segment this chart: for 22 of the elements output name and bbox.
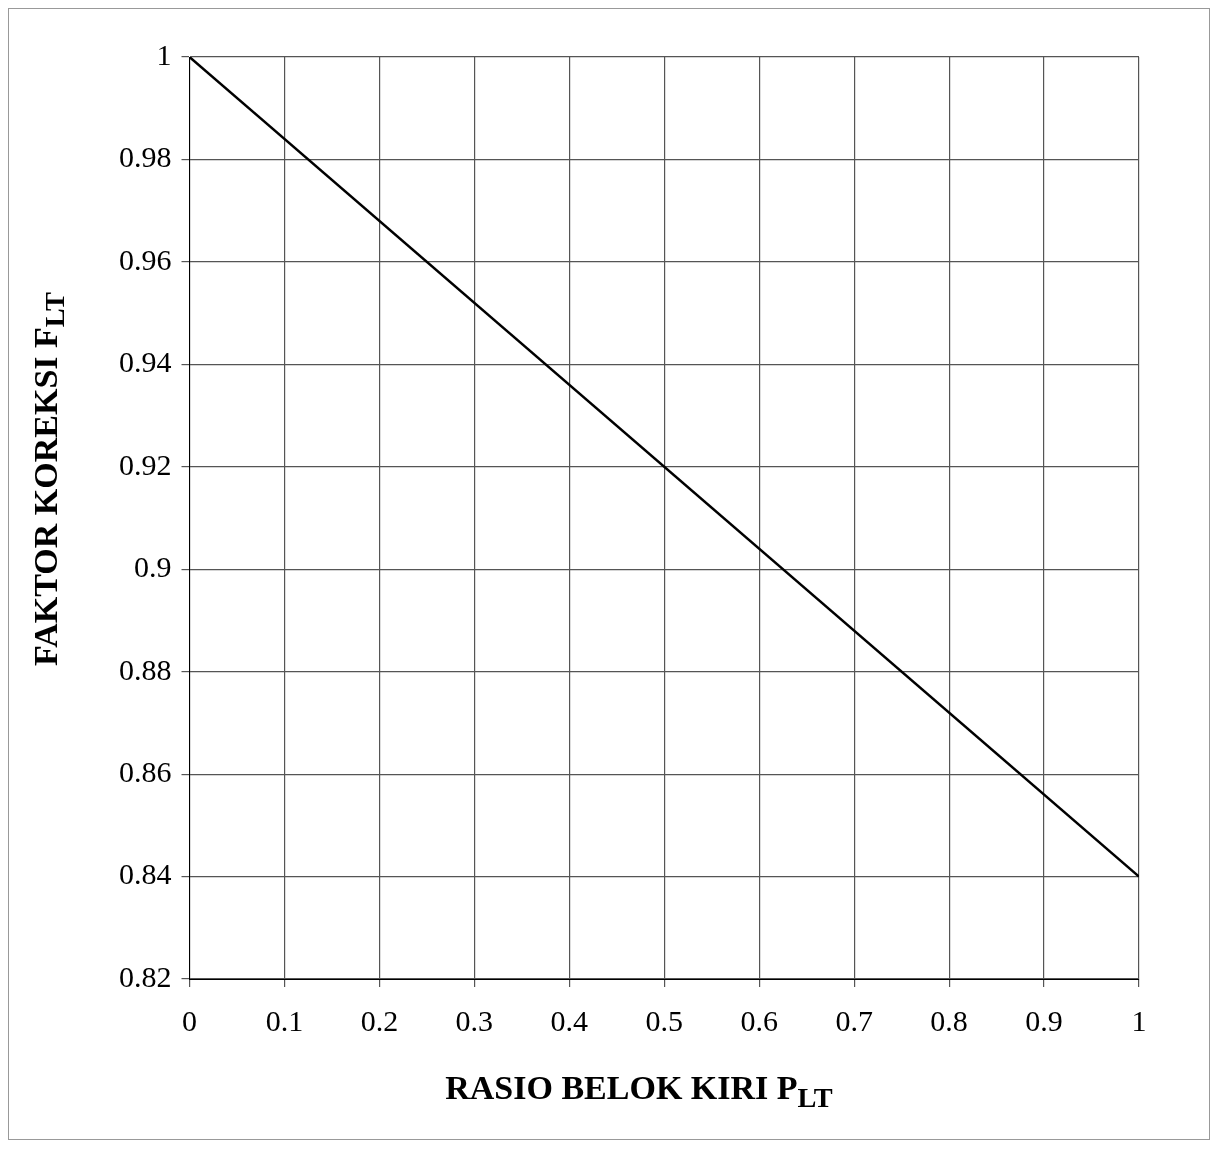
x-tick-label: 0.5 bbox=[645, 1003, 683, 1037]
y-tick-label: 0.9 bbox=[134, 550, 172, 584]
x-tick-label: 0.7 bbox=[835, 1003, 873, 1037]
x-tick-label: 0.4 bbox=[550, 1003, 589, 1037]
x-tick-label: 0.3 bbox=[455, 1003, 494, 1037]
y-tick-label: 1 bbox=[156, 37, 172, 71]
y-tick-label: 0.98 bbox=[119, 140, 172, 174]
x-tick-label: 0.9 bbox=[1025, 1003, 1063, 1037]
y-tick-label: 0.86 bbox=[119, 754, 172, 788]
y-tick-label: 0.88 bbox=[119, 652, 172, 686]
x-tick-label: 1 bbox=[1131, 1003, 1147, 1037]
y-tick-label: 0.94 bbox=[119, 345, 172, 379]
y-tick-label: 0.92 bbox=[119, 447, 172, 481]
x-tick-label: 0 bbox=[182, 1003, 197, 1037]
x-axis-title: RASIO BELOK KIRI P$_{LT}$ bbox=[444, 1069, 834, 1114]
x-tick-label: 0.6 bbox=[740, 1003, 778, 1037]
y-tick-label: 0.96 bbox=[119, 242, 172, 276]
x-tick-label: 0.1 bbox=[265, 1003, 304, 1037]
x-tick-label: 0.8 bbox=[930, 1003, 968, 1037]
y-tick-label: 0.84 bbox=[119, 857, 172, 891]
x-tick-label: 0.2 bbox=[360, 1003, 399, 1037]
y-tick-label: 0.82 bbox=[119, 959, 172, 993]
